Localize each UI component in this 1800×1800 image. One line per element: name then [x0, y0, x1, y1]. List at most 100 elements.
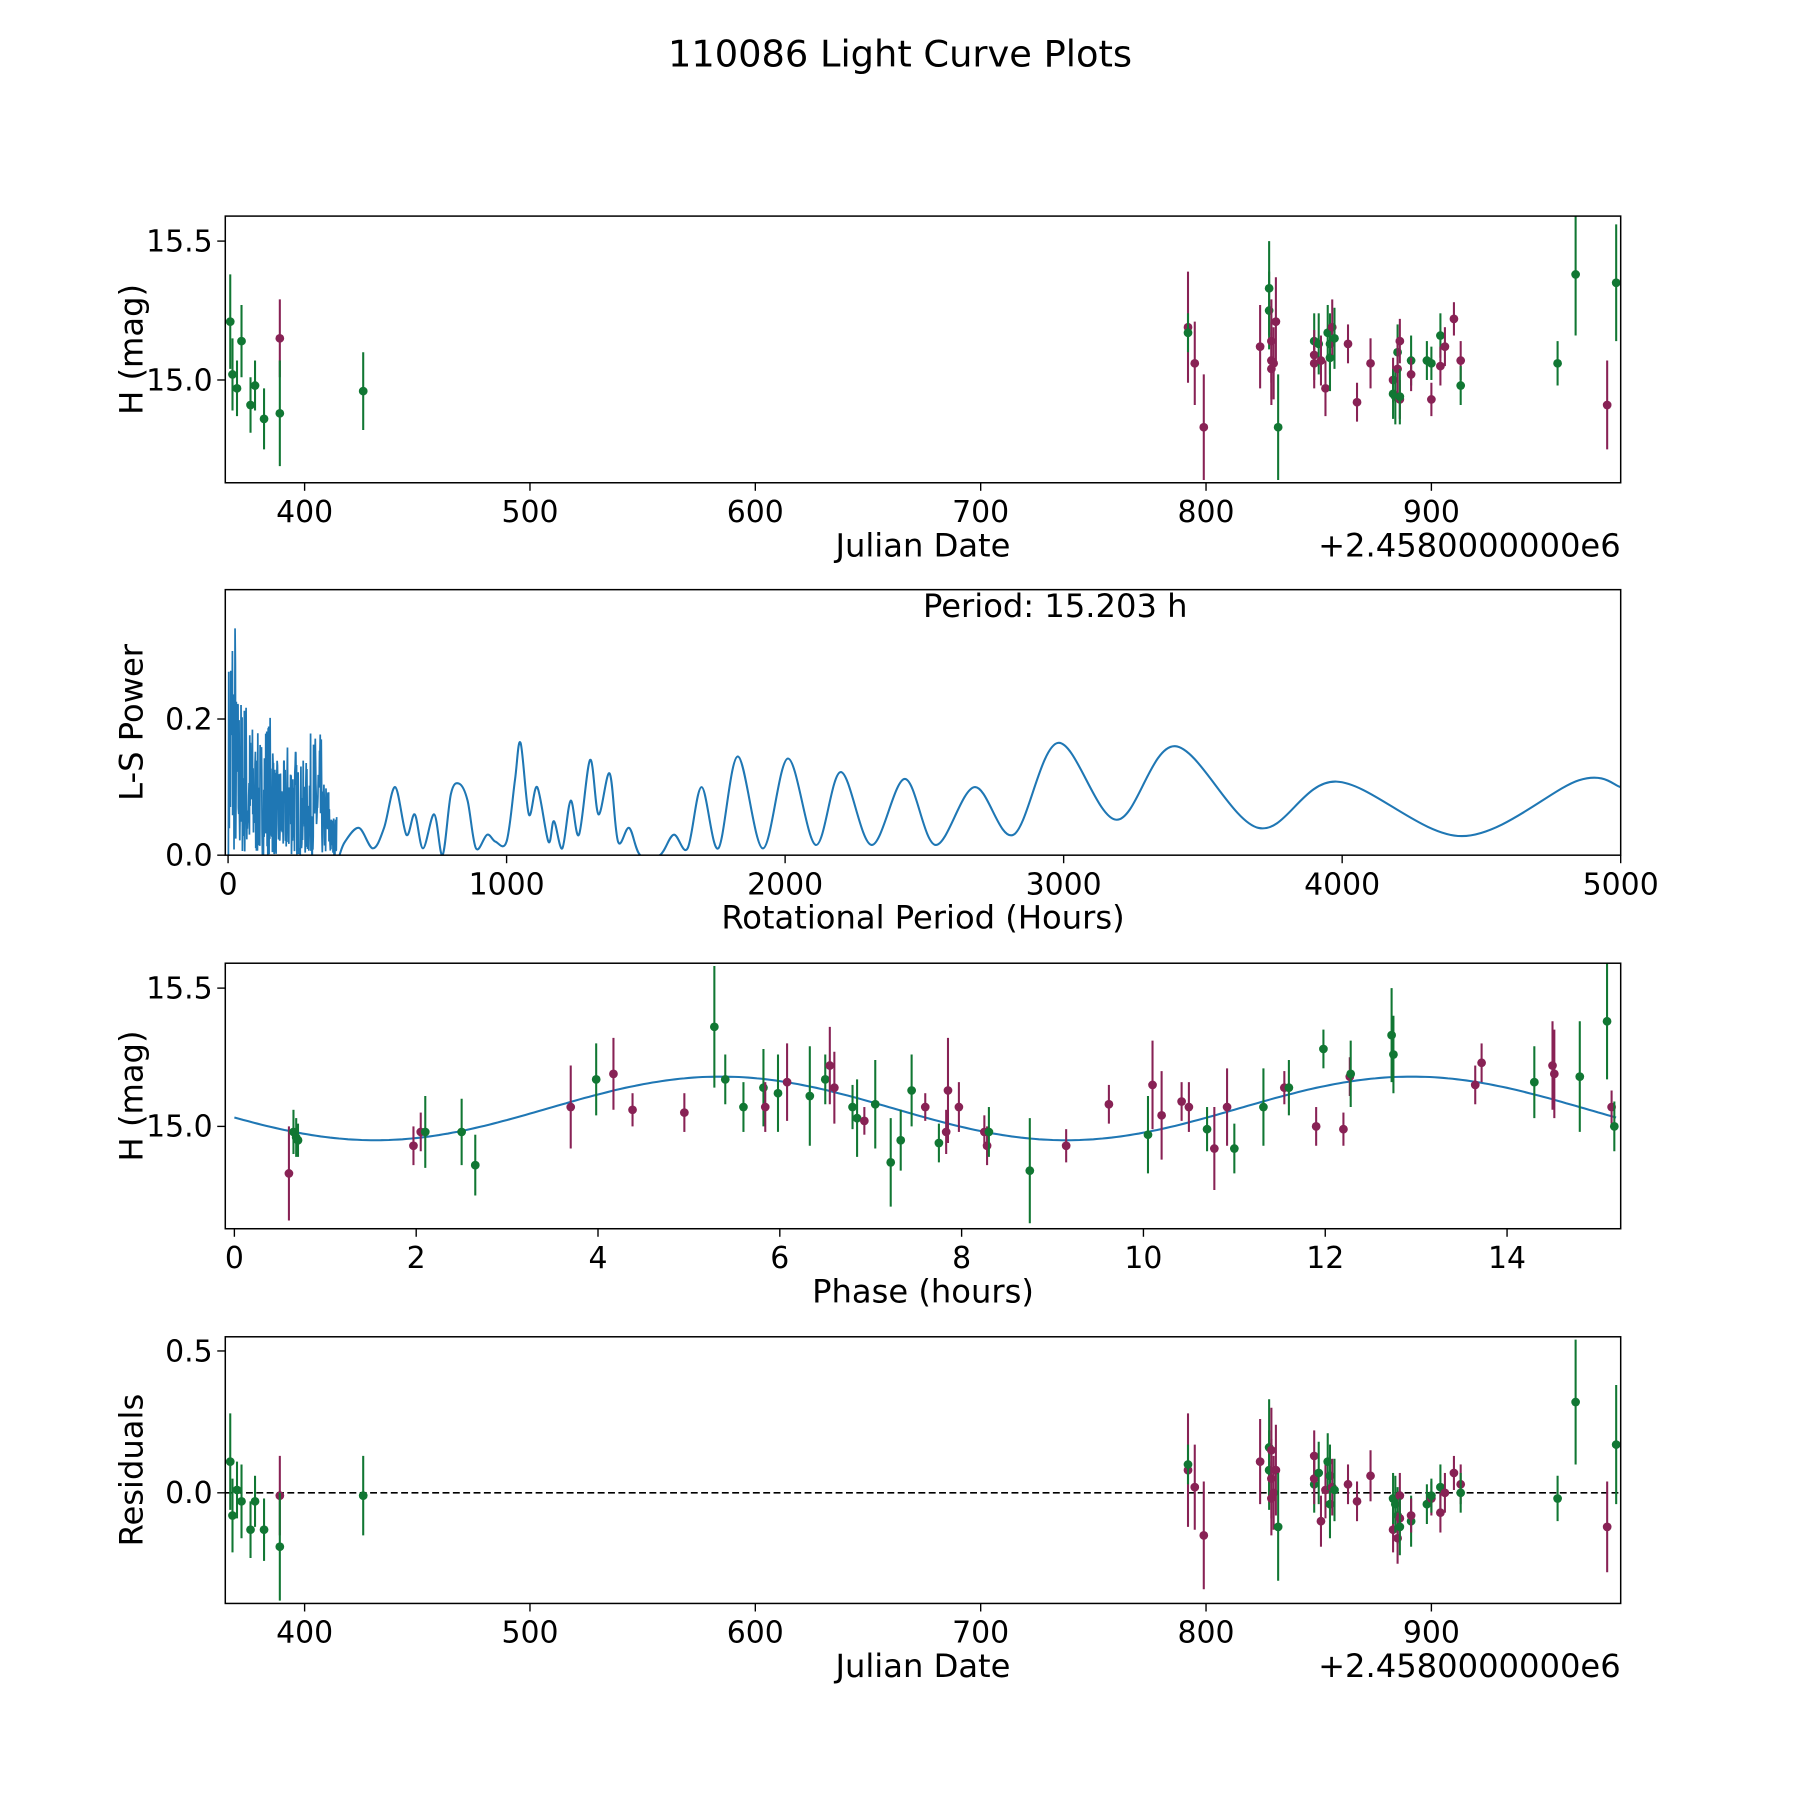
data-point [1209, 1144, 1219, 1153]
x-tick-label: 12 [1306, 1241, 1344, 1276]
data-point [566, 1102, 576, 1112]
y-tick-label: 0.0 [165, 839, 213, 874]
data-point [1602, 1016, 1612, 1026]
x-tick-label: 2000 [747, 867, 823, 902]
data-point [1202, 1124, 1212, 1134]
data-point [1553, 358, 1562, 368]
data-point [250, 381, 260, 390]
data-point [1199, 422, 1209, 432]
data-point [1229, 1144, 1239, 1153]
x-tick-label: 6 [770, 1241, 789, 1276]
x-tick-label: 600 [727, 1616, 784, 1651]
axes-frame [224, 962, 1622, 1230]
data-point [739, 1102, 748, 1112]
x-tick-label: 500 [501, 1616, 558, 1651]
data-point [1314, 1468, 1324, 1478]
data-point [225, 317, 235, 327]
data-point [1061, 1141, 1071, 1151]
y-axis-label: L-S Power [113, 643, 151, 801]
x-axis-label: Julian Date [833, 526, 1010, 564]
x-tick-label: 14 [1488, 1241, 1526, 1276]
data-point [1609, 1122, 1619, 1131]
plot-area [227, 628, 1621, 856]
axes-frame [224, 1336, 1622, 1605]
data-point [1271, 317, 1281, 327]
data-point [679, 1108, 689, 1117]
data-point [1406, 370, 1416, 379]
data-point [1255, 1457, 1265, 1466]
data-point [848, 1102, 857, 1112]
data-point [1470, 1080, 1480, 1090]
data-point [470, 1160, 480, 1170]
x-tick-label: 4 [588, 1241, 607, 1276]
periodogram-noisy-line [227, 628, 338, 856]
x-axis-label: Phase (hours) [812, 1272, 1034, 1310]
data-point [870, 1099, 880, 1109]
data-point [1477, 1058, 1486, 1068]
data-point [228, 1511, 237, 1520]
data-point [246, 1525, 255, 1535]
data-point [409, 1141, 418, 1151]
data-point [1190, 358, 1200, 368]
data-point [1436, 331, 1445, 340]
data-point [1395, 1491, 1405, 1501]
data-point [1325, 353, 1335, 363]
x-tick-label: 800 [1178, 495, 1235, 530]
data-point [1346, 1069, 1356, 1079]
y-tick-label: 15.0 [146, 1110, 213, 1145]
x-tick-label: 10 [1124, 1241, 1162, 1276]
lightcurve-axes: 400 500 600 700 800 900 15.0 15.5 Julian Date H (… [113, 215, 1622, 564]
y-tick-label: 15.5 [146, 224, 213, 259]
x-tick-label: 2 [407, 1241, 426, 1276]
x-tick-label: 4000 [1304, 867, 1380, 902]
data-point [1157, 1110, 1166, 1120]
data-point [1389, 1050, 1398, 1059]
data-point [1395, 336, 1405, 346]
data-point [275, 333, 285, 343]
x-tick-label: 700 [952, 1616, 1009, 1651]
data-point [1436, 361, 1445, 371]
data-point [1427, 358, 1436, 368]
data-point [591, 1075, 601, 1084]
data-point [1343, 339, 1353, 349]
data-point [954, 1102, 964, 1112]
axes-frame [224, 588, 1622, 856]
data-point [1366, 1471, 1375, 1481]
data-point [275, 408, 285, 418]
data-point [293, 1135, 303, 1145]
data-point [259, 1525, 269, 1535]
x-tick-label: 900 [1403, 495, 1460, 530]
data-point [1255, 342, 1265, 352]
x-tick-label: 8 [952, 1241, 971, 1276]
x-offset-label: +2.4580000000e6 [1318, 1647, 1621, 1685]
data-point [896, 1135, 906, 1145]
data-point [720, 1075, 730, 1084]
data-point [982, 1141, 992, 1151]
data-point [1602, 1522, 1612, 1532]
data-point [1529, 1077, 1539, 1087]
data-point [1611, 1440, 1621, 1449]
data-point [275, 1542, 285, 1552]
data-point [228, 370, 237, 379]
data-point [1143, 1130, 1153, 1140]
data-point [1352, 397, 1362, 407]
data-point [1602, 400, 1612, 410]
data-point [1553, 1494, 1562, 1503]
x-axis-label: Rotational Period (Hours) [721, 899, 1124, 937]
data-point [1427, 1491, 1436, 1501]
data-point [420, 1127, 430, 1137]
data-point [1284, 1083, 1294, 1093]
data-point [1199, 1530, 1209, 1540]
x-tick-label: 3000 [1026, 867, 1102, 902]
data-point [1311, 1122, 1321, 1131]
data-point [782, 1077, 792, 1087]
data-point [237, 336, 246, 346]
data-point [1271, 1465, 1281, 1475]
data-point [1339, 1124, 1348, 1134]
data-point [1571, 1397, 1580, 1407]
data-point [934, 1138, 944, 1148]
x-tick-label: 800 [1178, 1616, 1235, 1651]
residuals-axes: 400 500 600 700 800 900 0.0 0.5 Julian Date Resid… [113, 1334, 1622, 1685]
data-point [1456, 381, 1466, 390]
data-point [1177, 1097, 1186, 1106]
